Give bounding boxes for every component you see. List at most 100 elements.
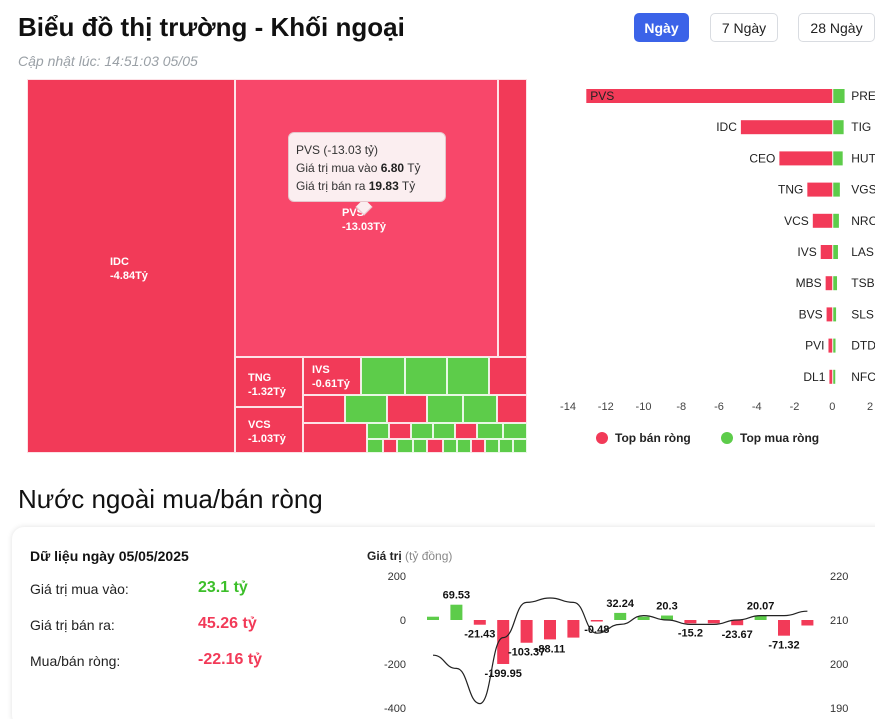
bar-sell-dl1[interactable] xyxy=(829,369,833,384)
legend-label[interactable]: Top bán ròng xyxy=(615,431,691,445)
net-bar[interactable] xyxy=(707,620,720,624)
treemap-cell[interactable] xyxy=(443,439,457,453)
treemap-cell-vcs[interactable]: VCS -1.03Tỷ xyxy=(235,407,303,453)
treemap-cell[interactable] xyxy=(361,357,405,395)
treemap-cell-pvs[interactable]: PVS -13.03Tỷ xyxy=(235,79,498,357)
tab-day[interactable]: Ngày xyxy=(634,13,689,42)
bar-buy-tig[interactable] xyxy=(833,120,844,135)
bar-sell-pvi[interactable] xyxy=(828,338,833,353)
treemap-cell[interactable] xyxy=(513,439,527,453)
treemap-cell[interactable] xyxy=(497,395,527,423)
legend-marker xyxy=(596,432,608,444)
treemap-cell[interactable] xyxy=(405,357,447,395)
treemap-cell-tng[interactable]: TNG -1.32Tỷ xyxy=(235,357,303,407)
treemap-cell[interactable] xyxy=(477,423,503,439)
net-bar[interactable] xyxy=(684,620,697,624)
net-bar-label: 20.07 xyxy=(747,601,775,613)
treemap-cell[interactable] xyxy=(303,423,367,453)
net-bar[interactable] xyxy=(661,615,673,620)
net-bar[interactable] xyxy=(520,620,533,643)
net-bar[interactable] xyxy=(754,615,767,620)
bar-label-buyer: SLS xyxy=(851,307,874,321)
treemap-cell[interactable] xyxy=(389,423,411,439)
treemap-cell[interactable] xyxy=(303,395,345,423)
bar-buy-hut[interactable] xyxy=(833,151,843,166)
bar-sell-tng[interactable] xyxy=(807,182,833,197)
tab-28-days[interactable]: 28 Ngày xyxy=(798,13,875,42)
bar-buy-vgs[interactable] xyxy=(833,182,840,197)
net-bar[interactable] xyxy=(614,612,627,620)
bar-buy-nfc[interactable] xyxy=(833,369,836,384)
net-bar[interactable] xyxy=(567,620,580,638)
sell-value-label: Giá trị bán ra: xyxy=(30,617,115,633)
bar-label-buyer: PRE xyxy=(851,89,875,103)
net-bar[interactable] xyxy=(637,616,650,620)
net-bar[interactable] xyxy=(801,620,814,626)
tooltip-title: PVS (-13.03 tỷ) xyxy=(296,143,379,157)
y-tick-label-left: 200 xyxy=(388,571,406,583)
treemap-cell-ivs[interactable]: IVS -0.61Tỷ xyxy=(303,357,361,395)
x-tick-label: 0 xyxy=(829,401,835,413)
x-tick-label: -2 xyxy=(790,401,800,413)
treemap-cell[interactable] xyxy=(471,439,485,453)
net-bar[interactable] xyxy=(427,616,439,620)
x-tick-label: -14 xyxy=(560,401,576,413)
net-bar-label: -103.37 xyxy=(508,647,545,659)
treemap-cell[interactable] xyxy=(427,439,443,453)
bar-sell-vcs[interactable] xyxy=(812,213,833,228)
treemap-cell[interactable] xyxy=(345,395,387,423)
net-bar[interactable] xyxy=(497,620,510,664)
net-bar[interactable] xyxy=(590,620,603,622)
value-chart-title-sub: (tỷ đồng) xyxy=(405,549,453,563)
bar-sell-mbs[interactable] xyxy=(825,276,833,291)
treemap-cell[interactable] xyxy=(387,395,427,423)
bar-buy-tsb[interactable] xyxy=(833,276,838,291)
treemap-cell[interactable] xyxy=(455,423,477,439)
bar-sell-bvs[interactable] xyxy=(826,307,833,322)
net-bar[interactable] xyxy=(544,620,556,640)
bar-buy-pre[interactable] xyxy=(833,89,845,103)
net-value: -22.16 tỷ xyxy=(198,651,263,668)
bar-sell-pvs[interactable] xyxy=(586,89,833,103)
treemap-cell[interactable] xyxy=(411,423,433,439)
bar-sell-ivs[interactable] xyxy=(820,245,833,259)
treemap-cell[interactable] xyxy=(427,395,463,423)
legend-label[interactable]: Top mua ròng xyxy=(740,431,819,445)
treemap-cell[interactable] xyxy=(503,423,527,439)
treemap-label-tng: TNG xyxy=(248,372,272,384)
treemap-cell[interactable] xyxy=(447,357,489,395)
treemap-cell[interactable] xyxy=(367,423,389,439)
tooltip-sell-label: Giá trị bán ra xyxy=(296,179,366,193)
treemap-cell[interactable] xyxy=(485,439,499,453)
treemap-cell[interactable] xyxy=(489,357,527,395)
bar-sell-ceo[interactable] xyxy=(779,151,833,166)
treemap-cell[interactable] xyxy=(499,439,513,453)
treemap-cell[interactable] xyxy=(367,439,383,453)
treemap-cell[interactable] xyxy=(498,79,527,357)
bar-buy-dtd[interactable] xyxy=(833,338,836,353)
bar-sell-idc[interactable] xyxy=(740,120,833,135)
treemap-cell[interactable] xyxy=(463,395,497,423)
treemap-cell[interactable] xyxy=(413,439,427,453)
net-bar[interactable] xyxy=(473,620,486,625)
treemap-tooltip: PVS (-13.03 tỷ) Giá trị mua vào 6.80 Tỷ … xyxy=(288,132,446,202)
treemap-cell[interactable] xyxy=(457,439,471,453)
net-bar-label: 69.53 xyxy=(443,590,471,602)
treemap-cell[interactable] xyxy=(433,423,455,439)
update-timestamp: Cập nhật lúc: 14:51:03 05/05 xyxy=(18,53,198,69)
bar-buy-sls[interactable] xyxy=(833,307,837,322)
treemap-cell[interactable] xyxy=(397,439,413,453)
tooltip-buy-unit: Tỷ xyxy=(407,161,421,175)
net-bar[interactable] xyxy=(450,604,463,620)
tab-7-days[interactable]: 7 Ngày xyxy=(710,13,778,42)
bar-buy-nrc[interactable] xyxy=(833,213,839,228)
treemap-cell-idc[interactable]: IDC -4.84Tỷ xyxy=(27,79,235,453)
net-bar-label: -199.95 xyxy=(485,668,522,680)
treemap-cell[interactable] xyxy=(383,439,397,453)
value-chart-title: Giá trị (tỷ đồng) xyxy=(367,549,452,563)
y-tick-label-right: 190 xyxy=(830,703,848,715)
net-bar[interactable] xyxy=(778,620,790,636)
bar-buy-las[interactable] xyxy=(833,245,838,259)
sell-value: 45.26 tỷ xyxy=(198,615,257,632)
net-bar[interactable] xyxy=(731,620,744,626)
